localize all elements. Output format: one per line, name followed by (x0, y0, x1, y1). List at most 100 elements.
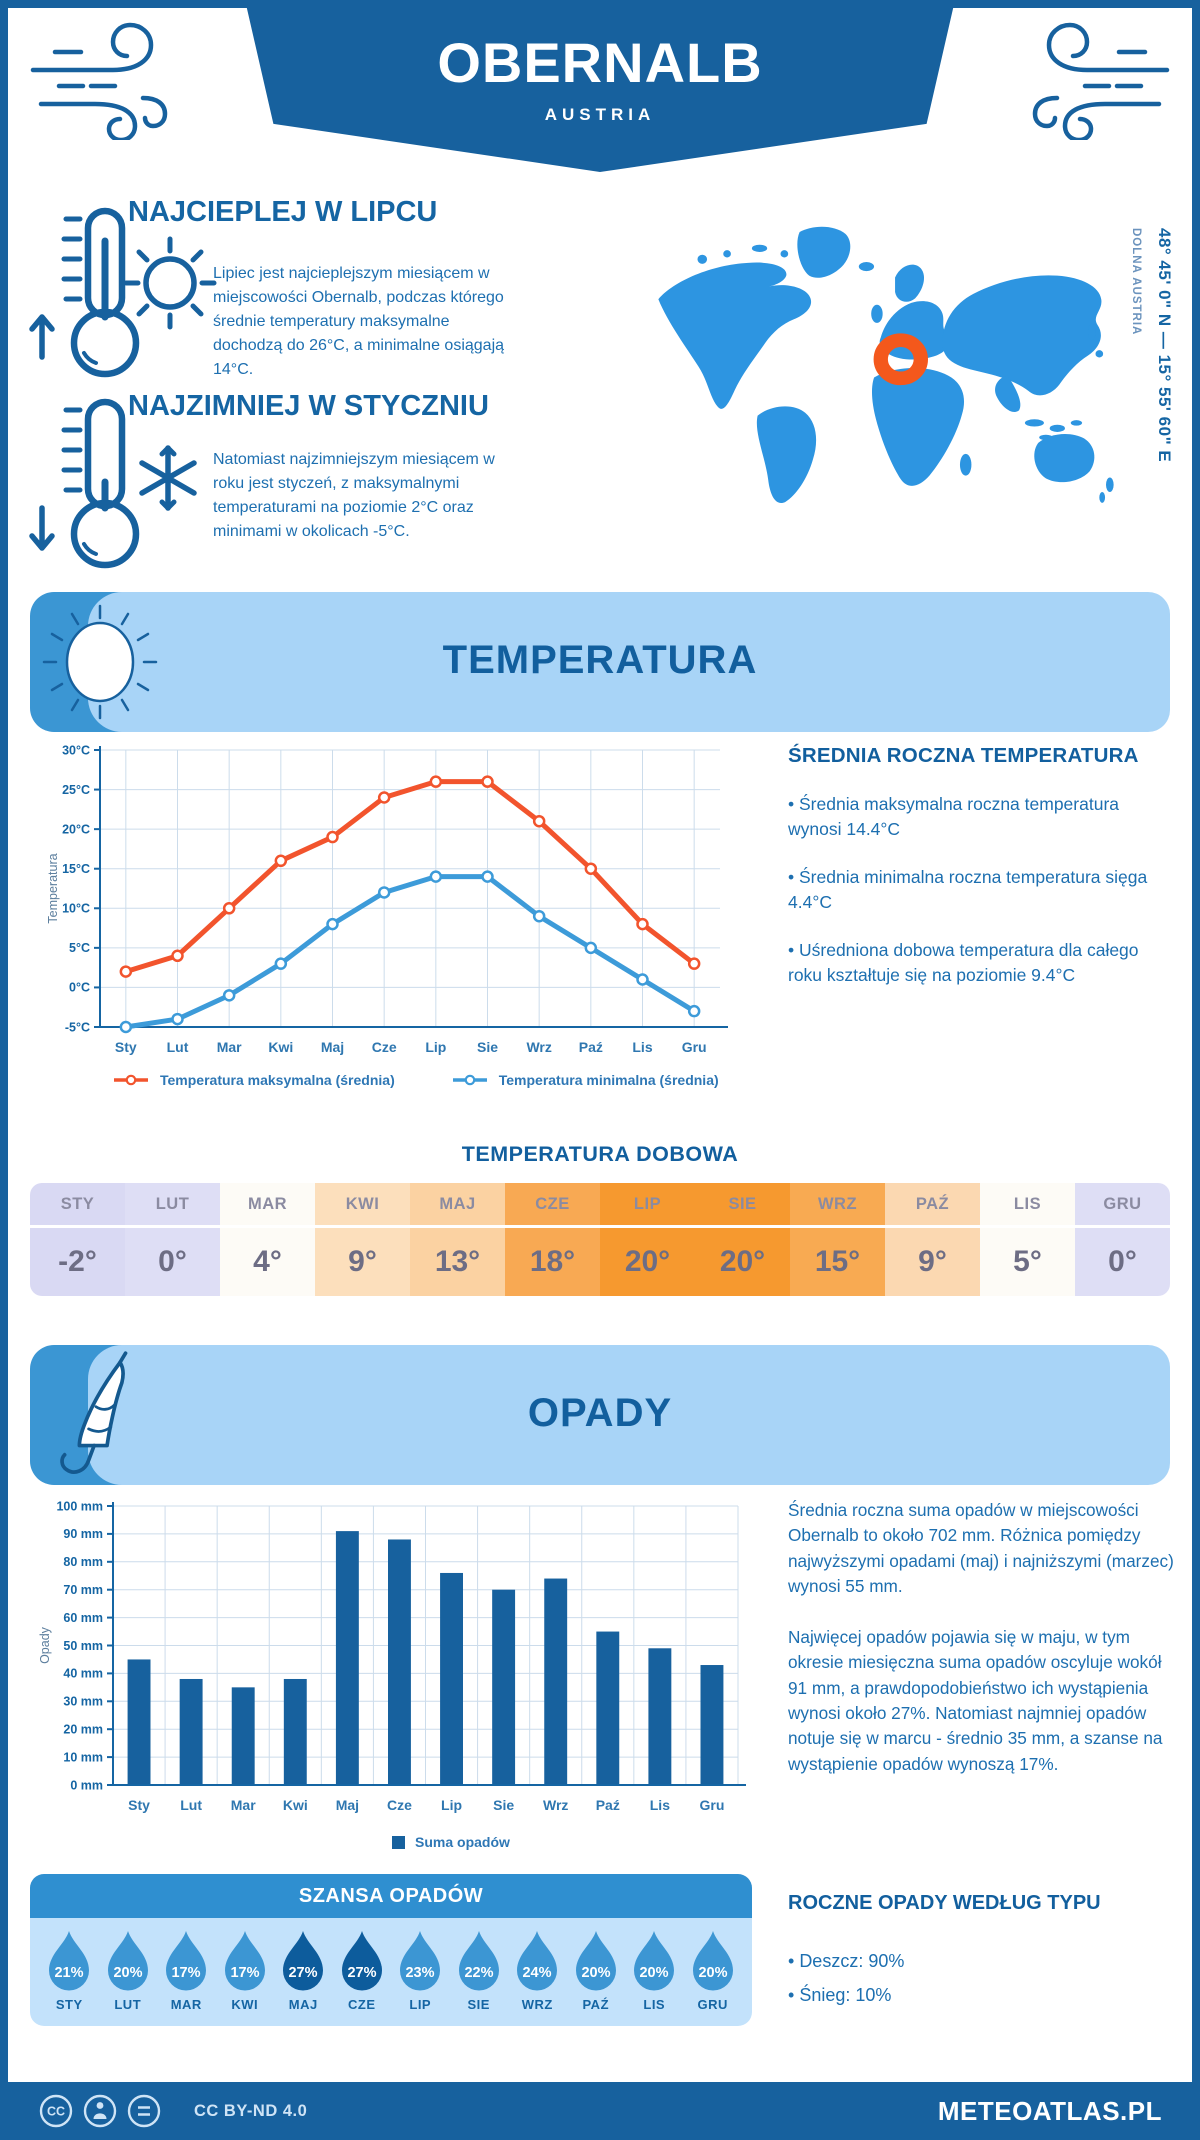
svg-text:80 mm: 80 mm (63, 1555, 103, 1569)
svg-text:40 mm: 40 mm (63, 1667, 103, 1681)
svg-text:Paź: Paź (579, 1039, 603, 1055)
raindrop-icon: 27% (341, 1931, 382, 1991)
precipitation-chance-month: SIE (467, 1997, 490, 2012)
world-map (658, 226, 1114, 504)
page-title: OBERNALB (437, 31, 763, 94)
precipitation-chance-month: MAJ (288, 1997, 318, 2012)
daily-table-value: 9° (885, 1228, 980, 1296)
temperature-section-title: TEMPERATURA (442, 638, 758, 682)
raindrop-icon: 17% (224, 1931, 265, 1991)
svg-text:Wrz: Wrz (543, 1797, 568, 1813)
raindrop-icon: 27% (283, 1931, 324, 1991)
highlight-warm-title: NAJCIEPLEJ W LIPCU (128, 196, 438, 228)
precipitation-chance-heading: SZANSA OPADÓW (30, 1874, 752, 1918)
svg-text:Mar: Mar (217, 1039, 242, 1055)
svg-text:Mar: Mar (231, 1797, 256, 1813)
svg-text:17%: 17% (230, 1965, 259, 1981)
precipitation-chance-item: 27% MAJ (274, 1930, 333, 2012)
raindrop-icon: 20% (634, 1931, 675, 1991)
precipitation-paragraph: Średnia roczna suma opadów w miejscowośc… (788, 1500, 1174, 1596)
highlight-warm-text: Lipiec jest najcieplejszym miesiącem w m… (213, 265, 505, 378)
svg-text:70 mm: 70 mm (63, 1583, 103, 1597)
svg-text:20%: 20% (640, 1965, 669, 1981)
daily-table-month: MAJ (410, 1183, 505, 1225)
annual-temperature-heading: ŚREDNIA ROCZNA TEMPERATURA (788, 744, 1139, 767)
banner-panel (88, 592, 1170, 732)
raindrop-icon: 24% (517, 1931, 558, 1991)
precipitation-chance-month: PAŹ (582, 1997, 610, 2012)
svg-text:Lut: Lut (180, 1797, 202, 1813)
precipitation-chance-item: 17% MAR (157, 1930, 216, 2012)
precipitation-section-banner: OPADY (30, 1345, 1170, 1485)
daily-table-month: WRZ (790, 1183, 885, 1225)
precipitation-chance-month: WRZ (521, 1997, 553, 2012)
legend-label: Temperatura minimalna (średnia) (498, 1072, 719, 1088)
legend-item: Suma opadów (392, 1834, 510, 1850)
annual-bullet: Średnia maksymalna roczna temperatura wy… (788, 792, 1160, 843)
daily-table-month: PAŹ (885, 1183, 980, 1225)
precipitation-chance-month: KWI (231, 1997, 259, 2012)
precipitation-chance-item: 24% WRZ (508, 1930, 567, 2012)
daily-table-value: 13° (410, 1228, 505, 1296)
svg-text:Cze: Cze (372, 1039, 397, 1055)
svg-text:Gru: Gru (682, 1039, 707, 1055)
svg-text:15°C: 15°C (62, 862, 90, 876)
svg-text:Lis: Lis (632, 1039, 652, 1055)
temperature-chart-legend: Temperatura maksymalna (średnia) Temperat… (112, 1072, 719, 1088)
annual-temperature-block: ŚREDNIA ROCZNA TEMPERATURA Średnia maksy… (788, 744, 1160, 1010)
daily-table-month: LUT (125, 1183, 220, 1225)
svg-text:Sie: Sie (477, 1039, 498, 1055)
svg-text:Paź: Paź (596, 1797, 620, 1813)
precipitation-type-bullet: Deszcz: 90% (788, 1948, 904, 1974)
daily-table-month: KWI (315, 1183, 410, 1225)
daily-table-value: 5° (980, 1228, 1075, 1296)
svg-text:Lip: Lip (441, 1797, 462, 1813)
svg-text:10°C: 10°C (62, 902, 90, 916)
svg-text:20%: 20% (581, 1965, 610, 1981)
daily-table-month: MAR (220, 1183, 315, 1225)
svg-text:100 mm: 100 mm (56, 1499, 103, 1513)
cc-icon: CC (47, 2105, 65, 2119)
wind-icon (30, 22, 168, 140)
precipitation-chance-month: CZE (348, 1997, 376, 2012)
svg-text:Lut: Lut (167, 1039, 189, 1055)
precipitation-chance-month: GRU (697, 1997, 728, 2012)
svg-text:50 mm: 50 mm (63, 1639, 103, 1653)
daily-temperature-heading: TEMPERATURA DOBOWA (461, 1142, 739, 1166)
legend-item: Temperatura minimalna (średnia) (451, 1072, 719, 1088)
daily-temperature-table: STY LUT MAR KWI MAJ CZE LIP SIE WRZ PAŹ LIS GRU -2° 0… (30, 1183, 1170, 1296)
temperature-section-banner: TEMPERATURA (30, 592, 1170, 732)
precipitation-chart: 0 mm 10 mm 20 mm 30 mm 40 mm 50 mm 60 mm 70 mm 8… (36, 1492, 756, 1849)
precipitation-chance-block: SZANSA OPADÓW 21% STY 20% LUT 17% MAR 17% KWI 27… (30, 1874, 752, 2026)
precipitation-chance-month: LIP (409, 1997, 432, 2012)
svg-text:Kwi: Kwi (268, 1039, 293, 1055)
daily-table-month: STY (30, 1183, 125, 1225)
daily-table-month: LIS (980, 1183, 1075, 1225)
sun-icon (42, 604, 158, 720)
raindrop-icon: 20% (107, 1931, 148, 1991)
raindrop-icon: 17% (166, 1931, 207, 1991)
daily-table-value: 15° (790, 1228, 885, 1296)
daily-table-value: 20° (600, 1228, 695, 1296)
precipitation-chance-item: 22% SIE (450, 1930, 509, 2012)
daily-table-value: 20° (695, 1228, 790, 1296)
svg-text:Maj: Maj (321, 1039, 344, 1055)
svg-text:30°C: 30°C (62, 743, 90, 757)
precipitation-chance-item: 23% LIP (391, 1930, 450, 2012)
wind-icon (1032, 22, 1170, 140)
license-label: CC BY-ND 4.0 (194, 2101, 308, 2120)
svg-text:60 mm: 60 mm (63, 1611, 103, 1625)
daily-table-value: 9° (315, 1228, 410, 1296)
precipitation-chance-item: 17% KWI (216, 1930, 275, 2012)
daily-table-value: 0° (125, 1228, 220, 1296)
svg-text:21%: 21% (55, 1965, 84, 1981)
daily-table-value: 18° (505, 1228, 600, 1296)
thermometer-sun-icon (29, 207, 217, 378)
person-icon (93, 2102, 107, 2119)
svg-text:25°C: 25°C (62, 783, 90, 797)
svg-text:0 mm: 0 mm (70, 1778, 103, 1792)
annual-bullet: Średnia minimalna roczna temperatura się… (788, 865, 1160, 916)
svg-text:Sie: Sie (493, 1797, 514, 1813)
precipitation-chance-item: 20% LIS (625, 1930, 684, 2012)
